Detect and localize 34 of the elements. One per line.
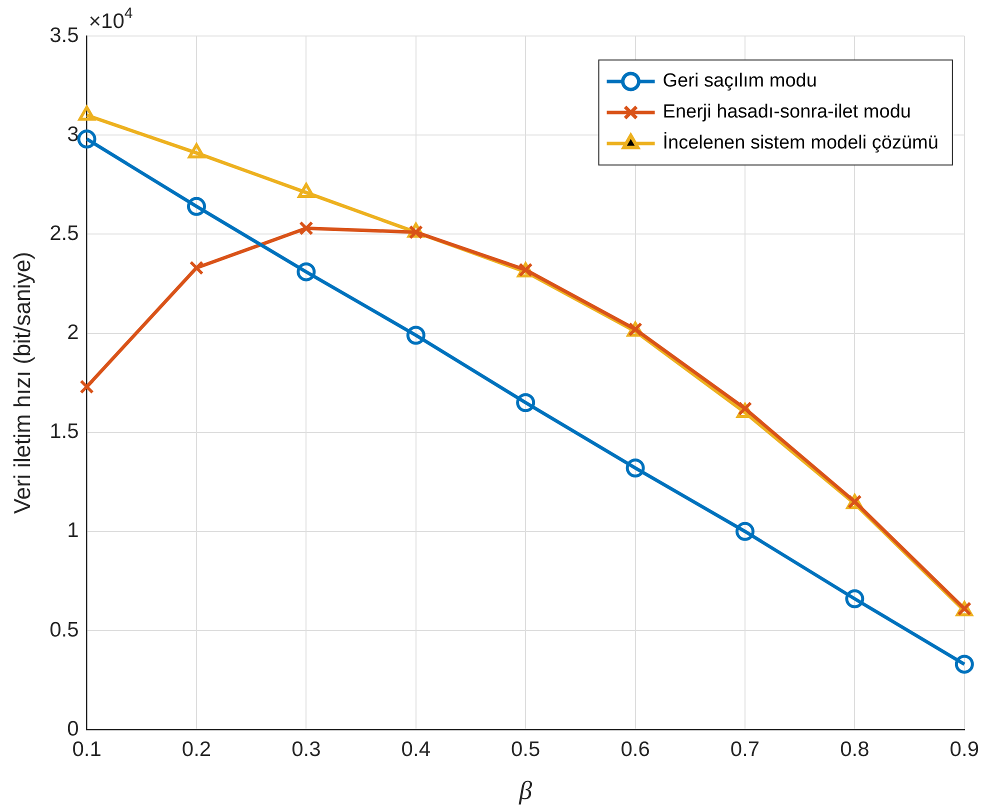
legend-label: Geri saçılım modu	[662, 70, 817, 92]
x-tick-label: 0.8	[840, 738, 870, 761]
point	[736, 522, 754, 541]
y-tick-label: 0	[67, 717, 79, 740]
legend-label: İncelenen sistem modeli çözümü	[662, 132, 938, 154]
point	[189, 260, 204, 276]
point	[186, 196, 206, 216]
point	[406, 326, 426, 345]
point	[299, 221, 314, 236]
point	[516, 393, 536, 412]
x-tick-label: 0.5	[510, 738, 540, 761]
point	[845, 589, 864, 608]
y-tick-label: 2.5	[50, 222, 79, 245]
x-tick-label: 0.1	[72, 738, 102, 761]
x-tick-label: 0.3	[292, 738, 321, 761]
y-tick-label: 3.5	[50, 24, 79, 47]
y-axis-title: Veri iletim hızı (bit/saniye)	[9, 252, 36, 514]
y-tick-label: 1.5	[50, 420, 79, 444]
point	[80, 380, 94, 394]
x-axis-title: β	[518, 776, 532, 806]
x-tick-label: 0.7	[730, 738, 760, 761]
y-tick-label: 3	[67, 122, 79, 146]
point	[296, 262, 316, 282]
point	[954, 654, 974, 674]
y-tick-label: 2	[67, 321, 79, 344]
point	[77, 130, 96, 149]
y-tick-label: 0.5	[50, 618, 79, 642]
x-tick-label: 0.6	[620, 738, 650, 761]
point	[626, 458, 645, 478]
legend-label: Enerji hasadı-sonra-ilet modu	[662, 102, 911, 123]
y-tick-label: 1	[67, 519, 79, 542]
x-tick-label: 0.9	[950, 738, 980, 761]
x-tick-label: 0.4	[401, 738, 431, 761]
x-tick-label: 0.2	[182, 738, 212, 761]
